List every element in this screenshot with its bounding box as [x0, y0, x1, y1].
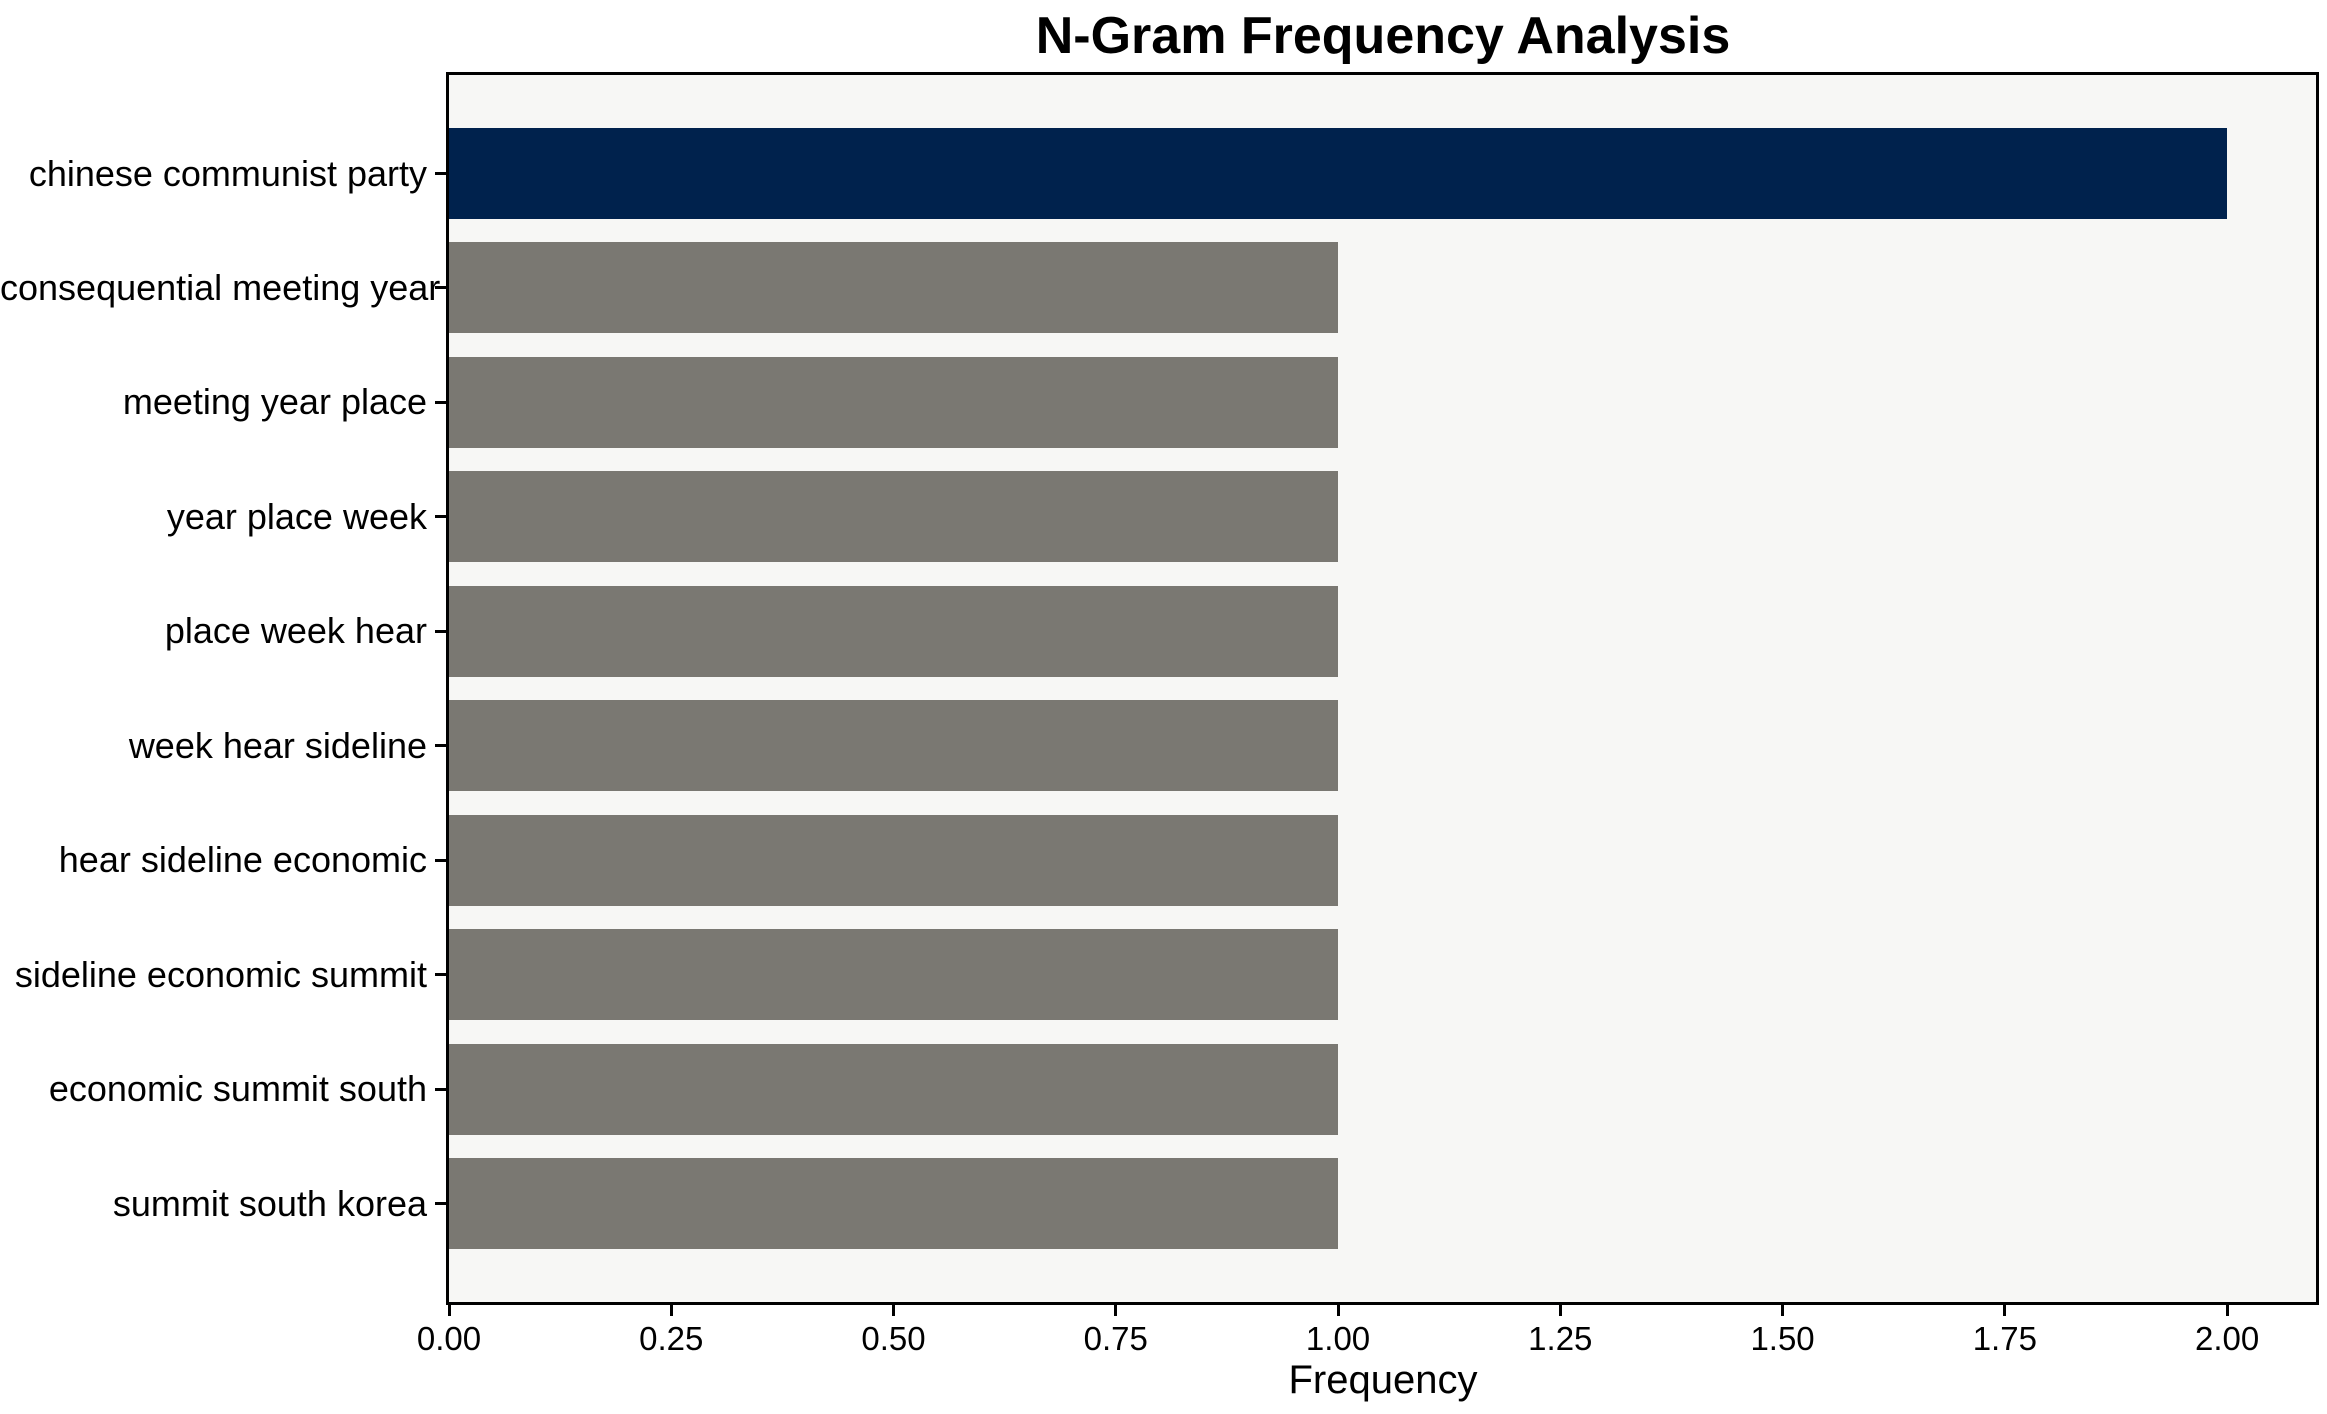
bar-sideline-economic-summit: [449, 929, 1339, 1021]
chart-title: N-Gram Frequency Analysis: [1035, 7, 1731, 65]
y-tick-label: chinese communist party: [28, 152, 427, 194]
y-tick-mark: [435, 744, 446, 748]
x-tick-mark: [1558, 1305, 1562, 1316]
x-tick-mark: [1336, 1305, 1340, 1316]
y-tick-mark: [435, 1087, 446, 1091]
y-tick-label: summit south korea: [112, 1182, 427, 1224]
y-tick-mark: [435, 286, 446, 290]
bar-consequential-meeting-year: [449, 242, 1339, 334]
x-tick-label: 0.00: [416, 1320, 482, 1357]
y-tick-label: economic summit south: [48, 1068, 427, 1110]
y-tick-mark: [435, 858, 446, 862]
x-tick-label: 1.00: [1305, 1320, 1371, 1357]
bar-hear-sideline-economic: [449, 814, 1339, 906]
y-tick-mark: [435, 400, 446, 404]
bar-chinese-communist-party: [449, 128, 2228, 219]
y-tick-label: consequential meeting year: [0, 266, 441, 308]
x-tick-mark: [1114, 1305, 1118, 1316]
x-tick-mark: [892, 1305, 896, 1316]
x-tick-label: 0.50: [861, 1320, 926, 1357]
x-tick-label: 1.25: [1528, 1320, 1593, 1357]
x-tick-mark: [1781, 1305, 1785, 1316]
x-tick-label: 1.75: [1972, 1320, 2037, 1357]
y-tick-label: meeting year place: [122, 381, 427, 423]
y-tick-label: sideline economic summit: [14, 953, 427, 995]
x-tick-mark: [447, 1305, 451, 1316]
y-tick-mark: [435, 973, 446, 977]
x-tick-mark: [2003, 1305, 2007, 1316]
x-tick-mark: [669, 1305, 673, 1316]
bar-year-place-week: [449, 471, 1339, 563]
bar-meeting-year-place: [449, 356, 1339, 448]
y-tick-label: place week hear: [164, 610, 427, 652]
x-tick-label: 1.50: [1750, 1320, 1815, 1357]
x-tick-label: 0.25: [639, 1320, 704, 1357]
plot-area: [446, 72, 2319, 1305]
y-tick-label: year place week: [166, 495, 427, 537]
y-tick-mark: [435, 515, 446, 519]
y-tick-label: week hear sideline: [128, 724, 427, 766]
y-tick-mark: [435, 172, 446, 175]
x-tick-label: 2.00: [2194, 1320, 2260, 1357]
bar-place-week-hear: [449, 585, 1339, 677]
y-tick-mark: [435, 1202, 446, 1205]
bar-week-hear-sideline: [449, 700, 1339, 792]
bar-summit-south-korea: [449, 1158, 1339, 1249]
y-tick-mark: [435, 629, 446, 633]
bar-economic-summit-south: [449, 1043, 1339, 1135]
x-axis-label: Frequency: [1288, 1358, 1478, 1402]
y-tick-label: hear sideline economic: [58, 839, 427, 881]
x-tick-label: 0.75: [1083, 1320, 1148, 1357]
x-tick-mark: [2225, 1305, 2229, 1316]
